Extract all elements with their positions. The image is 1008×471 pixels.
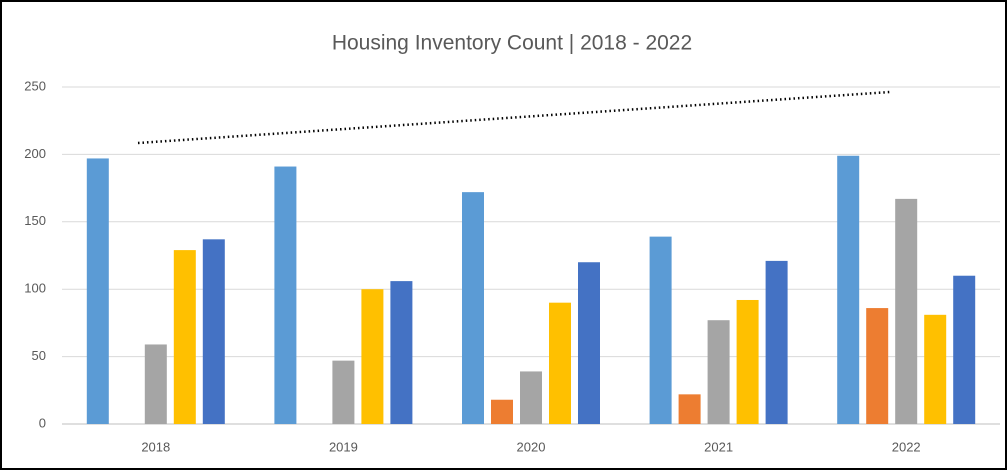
bar — [866, 308, 889, 424]
y-tick-label: 200 — [24, 146, 46, 161]
y-tick-label: 250 — [24, 78, 46, 93]
bar — [202, 239, 225, 424]
bar — [144, 344, 167, 424]
bar — [895, 198, 918, 424]
bar — [361, 289, 384, 424]
bar — [924, 314, 947, 424]
x-tick-label: 2019 — [329, 439, 358, 454]
bar — [837, 155, 860, 425]
y-tick-label: 50 — [32, 348, 46, 363]
y-tick-label: 0 — [39, 415, 46, 430]
chart-title: Housing Inventory Count | 2018 - 2022 — [332, 32, 692, 55]
bar — [736, 299, 759, 424]
bar — [462, 192, 484, 424]
bar — [578, 262, 600, 424]
x-tick-label: 2022 — [892, 439, 921, 454]
y-tick-label: 100 — [24, 281, 46, 296]
x-tick-label: 2020 — [517, 439, 546, 454]
bar — [678, 394, 701, 424]
bar — [332, 360, 355, 424]
x-tick-label: 2021 — [704, 439, 733, 454]
bar — [953, 275, 976, 424]
bar — [520, 371, 542, 424]
bar — [173, 250, 196, 424]
bar — [491, 399, 513, 424]
bar — [549, 302, 571, 424]
bar — [390, 281, 413, 424]
y-tick-label: 150 — [24, 213, 46, 228]
bar — [649, 236, 672, 424]
bar — [274, 166, 297, 425]
bar — [707, 320, 730, 424]
bar — [765, 260, 788, 424]
bar — [86, 158, 109, 424]
x-tick-label: 2018 — [141, 439, 170, 454]
